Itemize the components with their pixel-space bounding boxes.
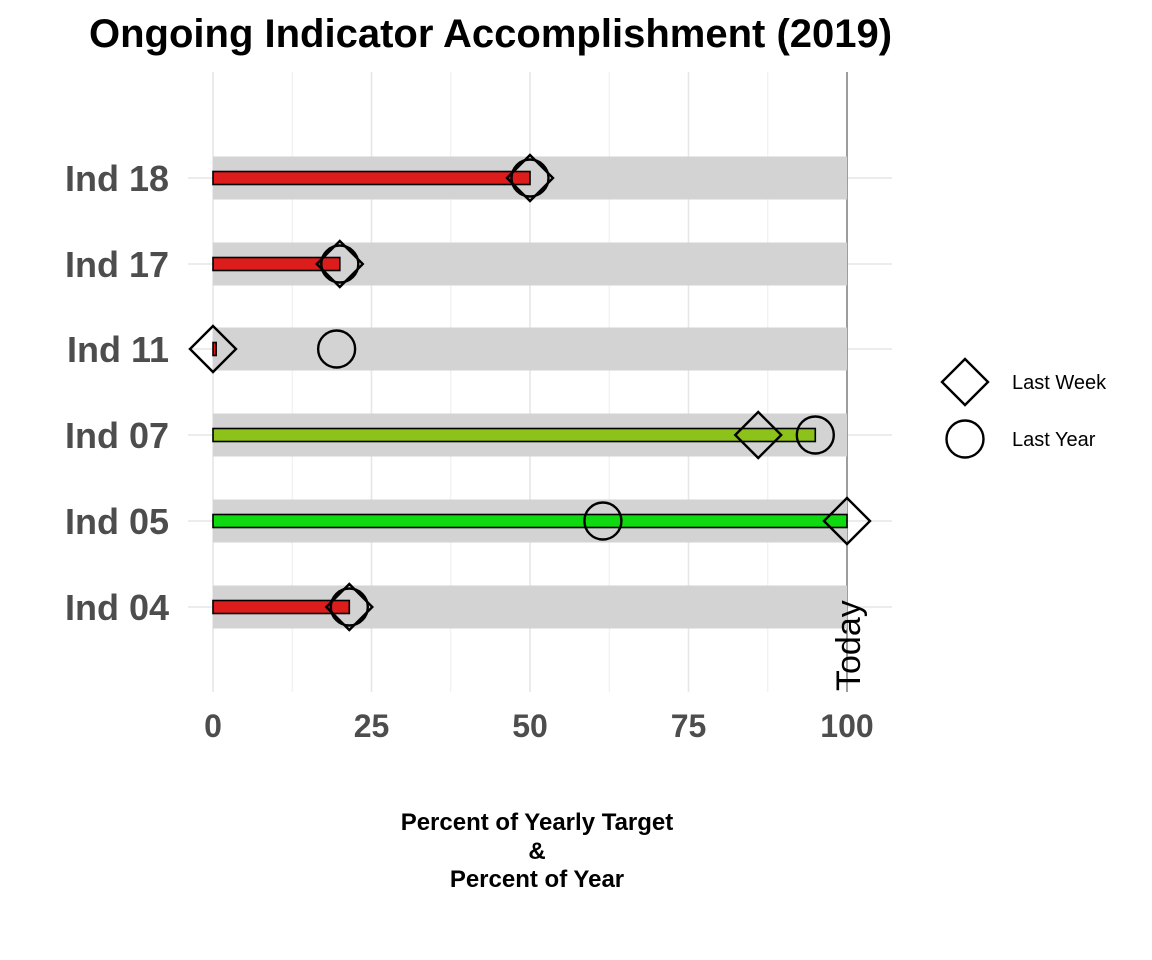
bar-layer <box>212 170 848 615</box>
bar <box>212 341 217 357</box>
x-axis-title-line: & <box>528 838 545 865</box>
bar <box>212 256 341 272</box>
text-layer: Ongoing Indicator Accomplishment (2019) I… <box>65 12 892 893</box>
last-year-marker <box>329 587 370 627</box>
bar <box>212 599 351 615</box>
x-tick-label: 75 <box>671 708 707 744</box>
last-week-marker <box>324 582 375 632</box>
bar <box>212 513 848 529</box>
category-label: Ind 18 <box>65 158 169 199</box>
last-year-marker <box>316 329 357 369</box>
background-band <box>213 327 847 371</box>
last-week-marker <box>315 239 365 289</box>
legend-label: Last Week <box>1012 372 1107 394</box>
chart-title: Ongoing Indicator Accomplishment (2019) <box>89 12 892 56</box>
x-axis-title-line: Percent of Year <box>450 866 624 893</box>
category-label: Ind 04 <box>65 587 169 628</box>
x-axis-title-line: Percent of Yearly Target <box>401 809 674 836</box>
today-label: Today <box>830 600 868 691</box>
category-label: Ind 05 <box>65 501 169 542</box>
bar <box>212 427 817 443</box>
x-tick-label: 50 <box>512 708 548 744</box>
last-year-marker <box>510 158 550 198</box>
category-label: Ind 11 <box>67 329 169 370</box>
last-year-marker <box>320 244 360 284</box>
legend-label: Last Year <box>1012 429 1096 451</box>
category-label: Ind 07 <box>65 415 169 456</box>
x-tick-label: 100 <box>820 708 873 744</box>
last-week-marker <box>188 324 238 374</box>
x-tick-label: 0 <box>204 708 222 744</box>
legend-diamond-icon <box>940 357 990 407</box>
bar <box>212 170 531 186</box>
x-tick-label: 25 <box>354 708 390 744</box>
last-year-marker <box>583 501 623 541</box>
last-year-marker <box>795 415 835 455</box>
legend-circle-icon <box>945 419 985 459</box>
last-week-marker <box>505 153 555 203</box>
last-week-marker <box>822 496 872 546</box>
legend: Last Week Last Year <box>940 357 1107 459</box>
marker-layer <box>188 153 872 632</box>
last-week-marker <box>733 410 783 460</box>
category-label: Ind 17 <box>65 244 169 285</box>
